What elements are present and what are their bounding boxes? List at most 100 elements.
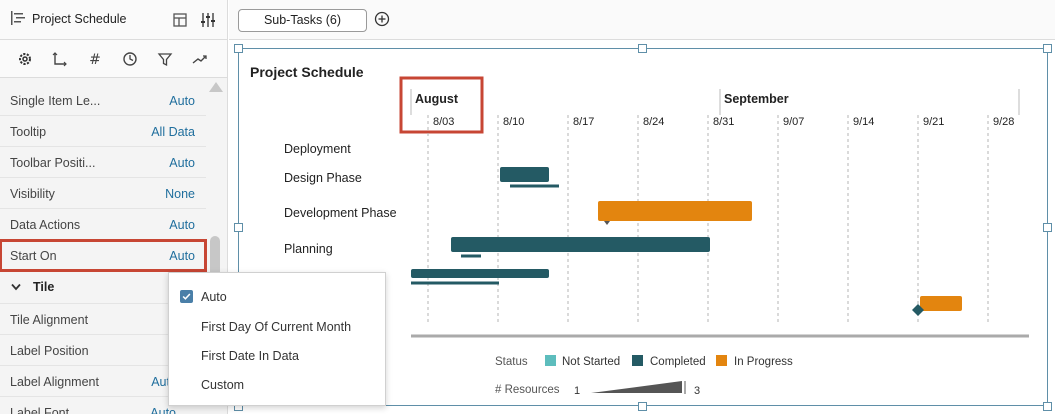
property-label: Label Font	[10, 406, 70, 414]
resize-handle[interactable]	[234, 44, 243, 53]
properties-panel: Project Schedule #	[0, 0, 228, 414]
property-list: Single Item Le... Auto Tooltip All Data …	[0, 85, 207, 414]
property-start-on[interactable]: Start On Auto	[0, 239, 207, 272]
property-label: Label Position	[10, 344, 89, 358]
gantt-bar[interactable]	[500, 167, 549, 182]
gantt-bar[interactable]	[920, 296, 962, 311]
gantt-bar[interactable]	[411, 269, 549, 278]
trend-icon[interactable]	[191, 50, 209, 68]
tab-subtasks[interactable]: Sub-Tasks (6)	[238, 9, 367, 32]
legend-status-title: Status	[495, 356, 528, 368]
gantt-bar[interactable]	[451, 237, 710, 252]
legend-swatch-in-progress	[716, 355, 727, 366]
property-label: Single Item Le...	[10, 94, 101, 108]
task-label: Design Phase	[284, 171, 362, 185]
property-toolbar-position[interactable]: Toolbar Positi... Auto	[0, 147, 206, 178]
start-on-menu: Auto First Day Of Current Month First Da…	[168, 272, 386, 406]
property-visibility[interactable]: Visibility None	[0, 178, 206, 209]
property-label: Tile Alignment	[10, 313, 89, 327]
chevron-down-icon	[11, 283, 21, 291]
week-label: 8/03	[433, 116, 454, 128]
resources-min: 1	[574, 385, 580, 397]
property-label-font[interactable]: Label Font Auto	[0, 397, 206, 414]
gantt-bar[interactable]	[598, 201, 752, 221]
property-value[interactable]: Auto	[169, 94, 195, 108]
month-highlight-box	[399, 76, 484, 134]
hash-icon[interactable]: #	[86, 50, 104, 68]
add-circle-icon[interactable]	[374, 11, 390, 27]
property-value[interactable]: None	[165, 187, 195, 201]
month-label-august: August	[415, 92, 459, 106]
option-label: First Day Of Current Month	[201, 320, 352, 334]
property-value[interactable]: Auto	[150, 406, 176, 414]
week-label: 8/31	[713, 116, 734, 128]
section-tile[interactable]: Tile	[0, 271, 206, 304]
property-tile-alignment[interactable]: Tile Alignment	[0, 304, 206, 335]
milestone-marker[interactable]	[912, 304, 924, 316]
property-label: Toolbar Positi...	[10, 156, 96, 170]
week-label: 8/17	[573, 116, 594, 128]
gear-icon[interactable]	[16, 50, 34, 68]
property-label: Start On	[10, 249, 57, 263]
week-label: 9/21	[923, 116, 944, 128]
option-label: Auto	[201, 290, 227, 304]
checkbox-checked-icon	[180, 290, 193, 303]
property-single-item[interactable]: Single Item Le... Auto	[0, 85, 206, 116]
filter-icon[interactable]	[156, 50, 174, 68]
resize-handle[interactable]	[234, 223, 243, 232]
legend-swatch-not-started	[545, 355, 556, 366]
canvas-toolbar: Sub-Tasks (6)	[229, 0, 1055, 40]
option-label: First Date In Data	[201, 349, 299, 363]
list-icon	[11, 11, 25, 25]
resize-handle[interactable]	[638, 44, 647, 53]
legend-completed: Completed	[650, 356, 706, 368]
gantt-chart: August September 8/03 8/10 8/17 8/24 8/31 9/0…	[284, 76, 1029, 397]
progress-marker	[604, 221, 610, 225]
resize-handle[interactable]	[1043, 402, 1052, 411]
resources-max: 3	[694, 385, 700, 397]
scroll-thumb[interactable]	[210, 236, 220, 296]
option-first-day-current-month[interactable]: First Day Of Current Month	[169, 312, 385, 341]
property-value[interactable]: Auto	[169, 218, 195, 232]
resize-handle[interactable]	[1043, 44, 1052, 53]
property-value[interactable]: All Data	[151, 125, 195, 139]
property-label: Tooltip	[10, 125, 47, 139]
week-label: 9/14	[853, 116, 874, 128]
property-label: Visibility	[10, 187, 55, 201]
task-label: Development Phase	[284, 206, 397, 220]
clock-icon[interactable]	[121, 50, 139, 68]
resize-handle[interactable]	[1043, 223, 1052, 232]
legend-swatch-completed	[632, 355, 643, 366]
month-label-september: September	[724, 92, 789, 106]
week-label: 8/24	[643, 116, 664, 128]
task-label: Planning	[284, 242, 333, 256]
panel-title: Project Schedule	[32, 12, 127, 26]
axis-icon[interactable]	[51, 50, 69, 68]
option-custom[interactable]: Custom	[169, 370, 385, 399]
week-label: 8/10	[503, 116, 524, 128]
legend-resources-title: # Resources	[495, 384, 560, 396]
section-label: Tile	[33, 280, 55, 294]
panel-tabs: #	[0, 40, 227, 78]
week-label: 9/28	[993, 116, 1014, 128]
property-data-actions[interactable]: Data Actions Auto	[0, 209, 206, 240]
layout-icon[interactable]	[169, 9, 191, 31]
week-label: 9/07	[783, 116, 804, 128]
property-label: Label Alignment	[10, 375, 99, 389]
resize-handle[interactable]	[638, 402, 647, 411]
legend-in-progress: In Progress	[734, 356, 793, 368]
property-tooltip[interactable]: Tooltip All Data	[0, 116, 206, 147]
scroll-up-icon[interactable]	[209, 82, 223, 92]
start-on-dropdown[interactable]: Auto	[169, 249, 195, 263]
option-first-date-in-data[interactable]: First Date In Data	[169, 341, 385, 370]
svg-text:#: #	[89, 52, 101, 68]
sliders-icon[interactable]	[197, 9, 219, 31]
panel-scrollbar[interactable]	[208, 82, 223, 414]
legend-not-started: Not Started	[562, 356, 620, 368]
option-auto[interactable]: Auto	[169, 282, 385, 311]
resources-wedge	[591, 381, 682, 393]
task-label: Deployment	[284, 142, 351, 156]
property-value[interactable]: Auto	[169, 156, 195, 170]
panel-header: Project Schedule	[0, 0, 227, 40]
option-label: Custom	[201, 378, 245, 392]
